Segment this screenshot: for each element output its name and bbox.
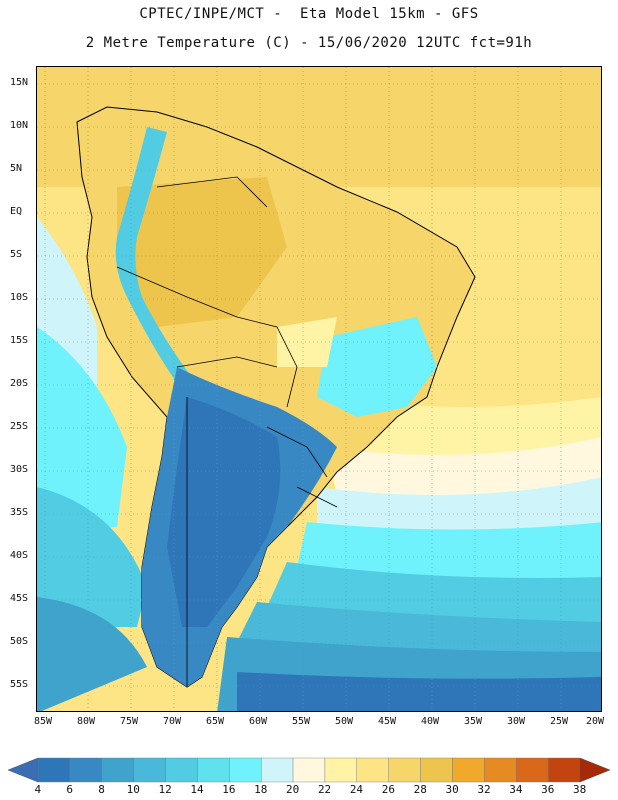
colorbar-label: 10 bbox=[126, 783, 140, 796]
lat-tick-5s: 5S bbox=[10, 249, 23, 260]
temperature-colorbar bbox=[7, 757, 611, 783]
colorbar-cell bbox=[516, 757, 549, 783]
colorbar-label: 16 bbox=[222, 783, 236, 796]
amazon-warm-area bbox=[117, 177, 287, 327]
patagonia-coldest bbox=[167, 397, 281, 627]
lat-tick-45s: 45S bbox=[10, 593, 29, 604]
lat-tick-10n: 10N bbox=[10, 120, 29, 131]
colorbar-label: 8 bbox=[98, 783, 105, 796]
colorbar-label: 38 bbox=[573, 783, 587, 796]
colorbar-label: 26 bbox=[381, 783, 395, 796]
country-borders bbox=[116, 176, 338, 687]
colorbar-cell bbox=[101, 757, 134, 783]
atlantic-band-16 bbox=[297, 522, 601, 587]
lat-tick-15s: 15S bbox=[10, 335, 29, 346]
lon-tick-65w: 65W bbox=[206, 716, 225, 727]
lat-tick-55s: 55S bbox=[10, 679, 29, 690]
colorbar-cell bbox=[69, 757, 102, 783]
pacific-band-10 bbox=[37, 597, 147, 711]
colorbar-arrow-high bbox=[579, 757, 611, 783]
lat-tick-5n: 5N bbox=[10, 163, 23, 174]
lon-tick-60w: 60W bbox=[249, 716, 268, 727]
colorbar-cell bbox=[452, 757, 485, 783]
lon-tick-40w: 40W bbox=[421, 716, 440, 727]
colorbar-label: 32 bbox=[477, 783, 491, 796]
lon-tick-70w: 70W bbox=[163, 716, 182, 727]
colorbar-cell bbox=[292, 757, 326, 783]
colorbar-cell bbox=[420, 757, 453, 783]
colorbar-label: 28 bbox=[413, 783, 427, 796]
colorbar-label: 36 bbox=[541, 783, 555, 796]
central-brazil-warm bbox=[277, 317, 337, 367]
lon-tick-85w: 85W bbox=[34, 716, 53, 727]
colorbar-cell bbox=[133, 757, 166, 783]
colorbar-cell bbox=[547, 757, 581, 783]
lon-tick-20w: 20W bbox=[586, 716, 605, 727]
colorbar-cell bbox=[229, 757, 262, 783]
lat-tick-35s: 35S bbox=[10, 507, 29, 518]
lon-tick-45w: 45W bbox=[378, 716, 397, 727]
temperature-map bbox=[36, 66, 602, 712]
title-model: CPTEC/INPE/MCT - Eta Model 15km - GFS bbox=[139, 6, 479, 22]
colorbar-label: 34 bbox=[509, 783, 523, 796]
lat-tick-30s: 30S bbox=[10, 464, 29, 475]
colorbar-label: 20 bbox=[286, 783, 300, 796]
lat-tick-20s: 20S bbox=[10, 378, 29, 389]
colorbar-cell bbox=[260, 757, 294, 783]
lon-tick-50w: 50W bbox=[335, 716, 354, 727]
lon-tick-35w: 35W bbox=[464, 716, 483, 727]
colorbar-label: 12 bbox=[158, 783, 172, 796]
map-canvas bbox=[37, 67, 601, 711]
lon-tick-25w: 25W bbox=[550, 716, 569, 727]
atlantic-band-18 bbox=[317, 477, 601, 532]
colorbar-label: 4 bbox=[34, 783, 42, 796]
lat-tick-10s: 10S bbox=[10, 292, 29, 303]
colorbar-cell bbox=[37, 757, 71, 783]
colorbar-cell bbox=[356, 757, 389, 783]
atlantic-band-6 bbox=[237, 672, 601, 711]
lon-tick-55w: 55W bbox=[292, 716, 311, 727]
lat-tick-40s: 40S bbox=[10, 550, 29, 561]
colorbar-cell bbox=[324, 757, 358, 783]
lat-tick-eq: EQ bbox=[10, 206, 23, 217]
colorbar-label: 18 bbox=[254, 783, 268, 796]
lon-tick-80w: 80W bbox=[77, 716, 96, 727]
colorbar-label: 24 bbox=[349, 783, 364, 796]
andes-cold-ridge bbox=[115, 127, 207, 397]
colorbar-cell bbox=[388, 757, 421, 783]
colorbar-label: 30 bbox=[445, 783, 459, 796]
colorbar-cell bbox=[484, 757, 517, 783]
title-field: 2 Metre Temperature (C) - 15/06/2020 12U… bbox=[85, 35, 533, 51]
pacific-band-14 bbox=[37, 487, 147, 627]
lat-tick-50s: 50S bbox=[10, 636, 29, 647]
pacific-band-16 bbox=[37, 327, 127, 527]
lat-tick-15n: 15N bbox=[10, 77, 29, 88]
atlantic-band-22 bbox=[327, 437, 601, 501]
brazil-highlands-cool bbox=[317, 317, 437, 417]
colorbar-label: 14 bbox=[190, 783, 204, 796]
colorbar-label: 22 bbox=[317, 783, 332, 796]
colorbar-arrow-low bbox=[7, 757, 39, 783]
lon-tick-75w: 75W bbox=[120, 716, 139, 727]
colorbar-cell bbox=[165, 757, 198, 783]
colorbar-label: 6 bbox=[66, 783, 73, 796]
lat-tick-25s: 25S bbox=[10, 421, 29, 432]
lon-tick-30w: 30W bbox=[507, 716, 526, 727]
colorbar-cell bbox=[197, 757, 230, 783]
